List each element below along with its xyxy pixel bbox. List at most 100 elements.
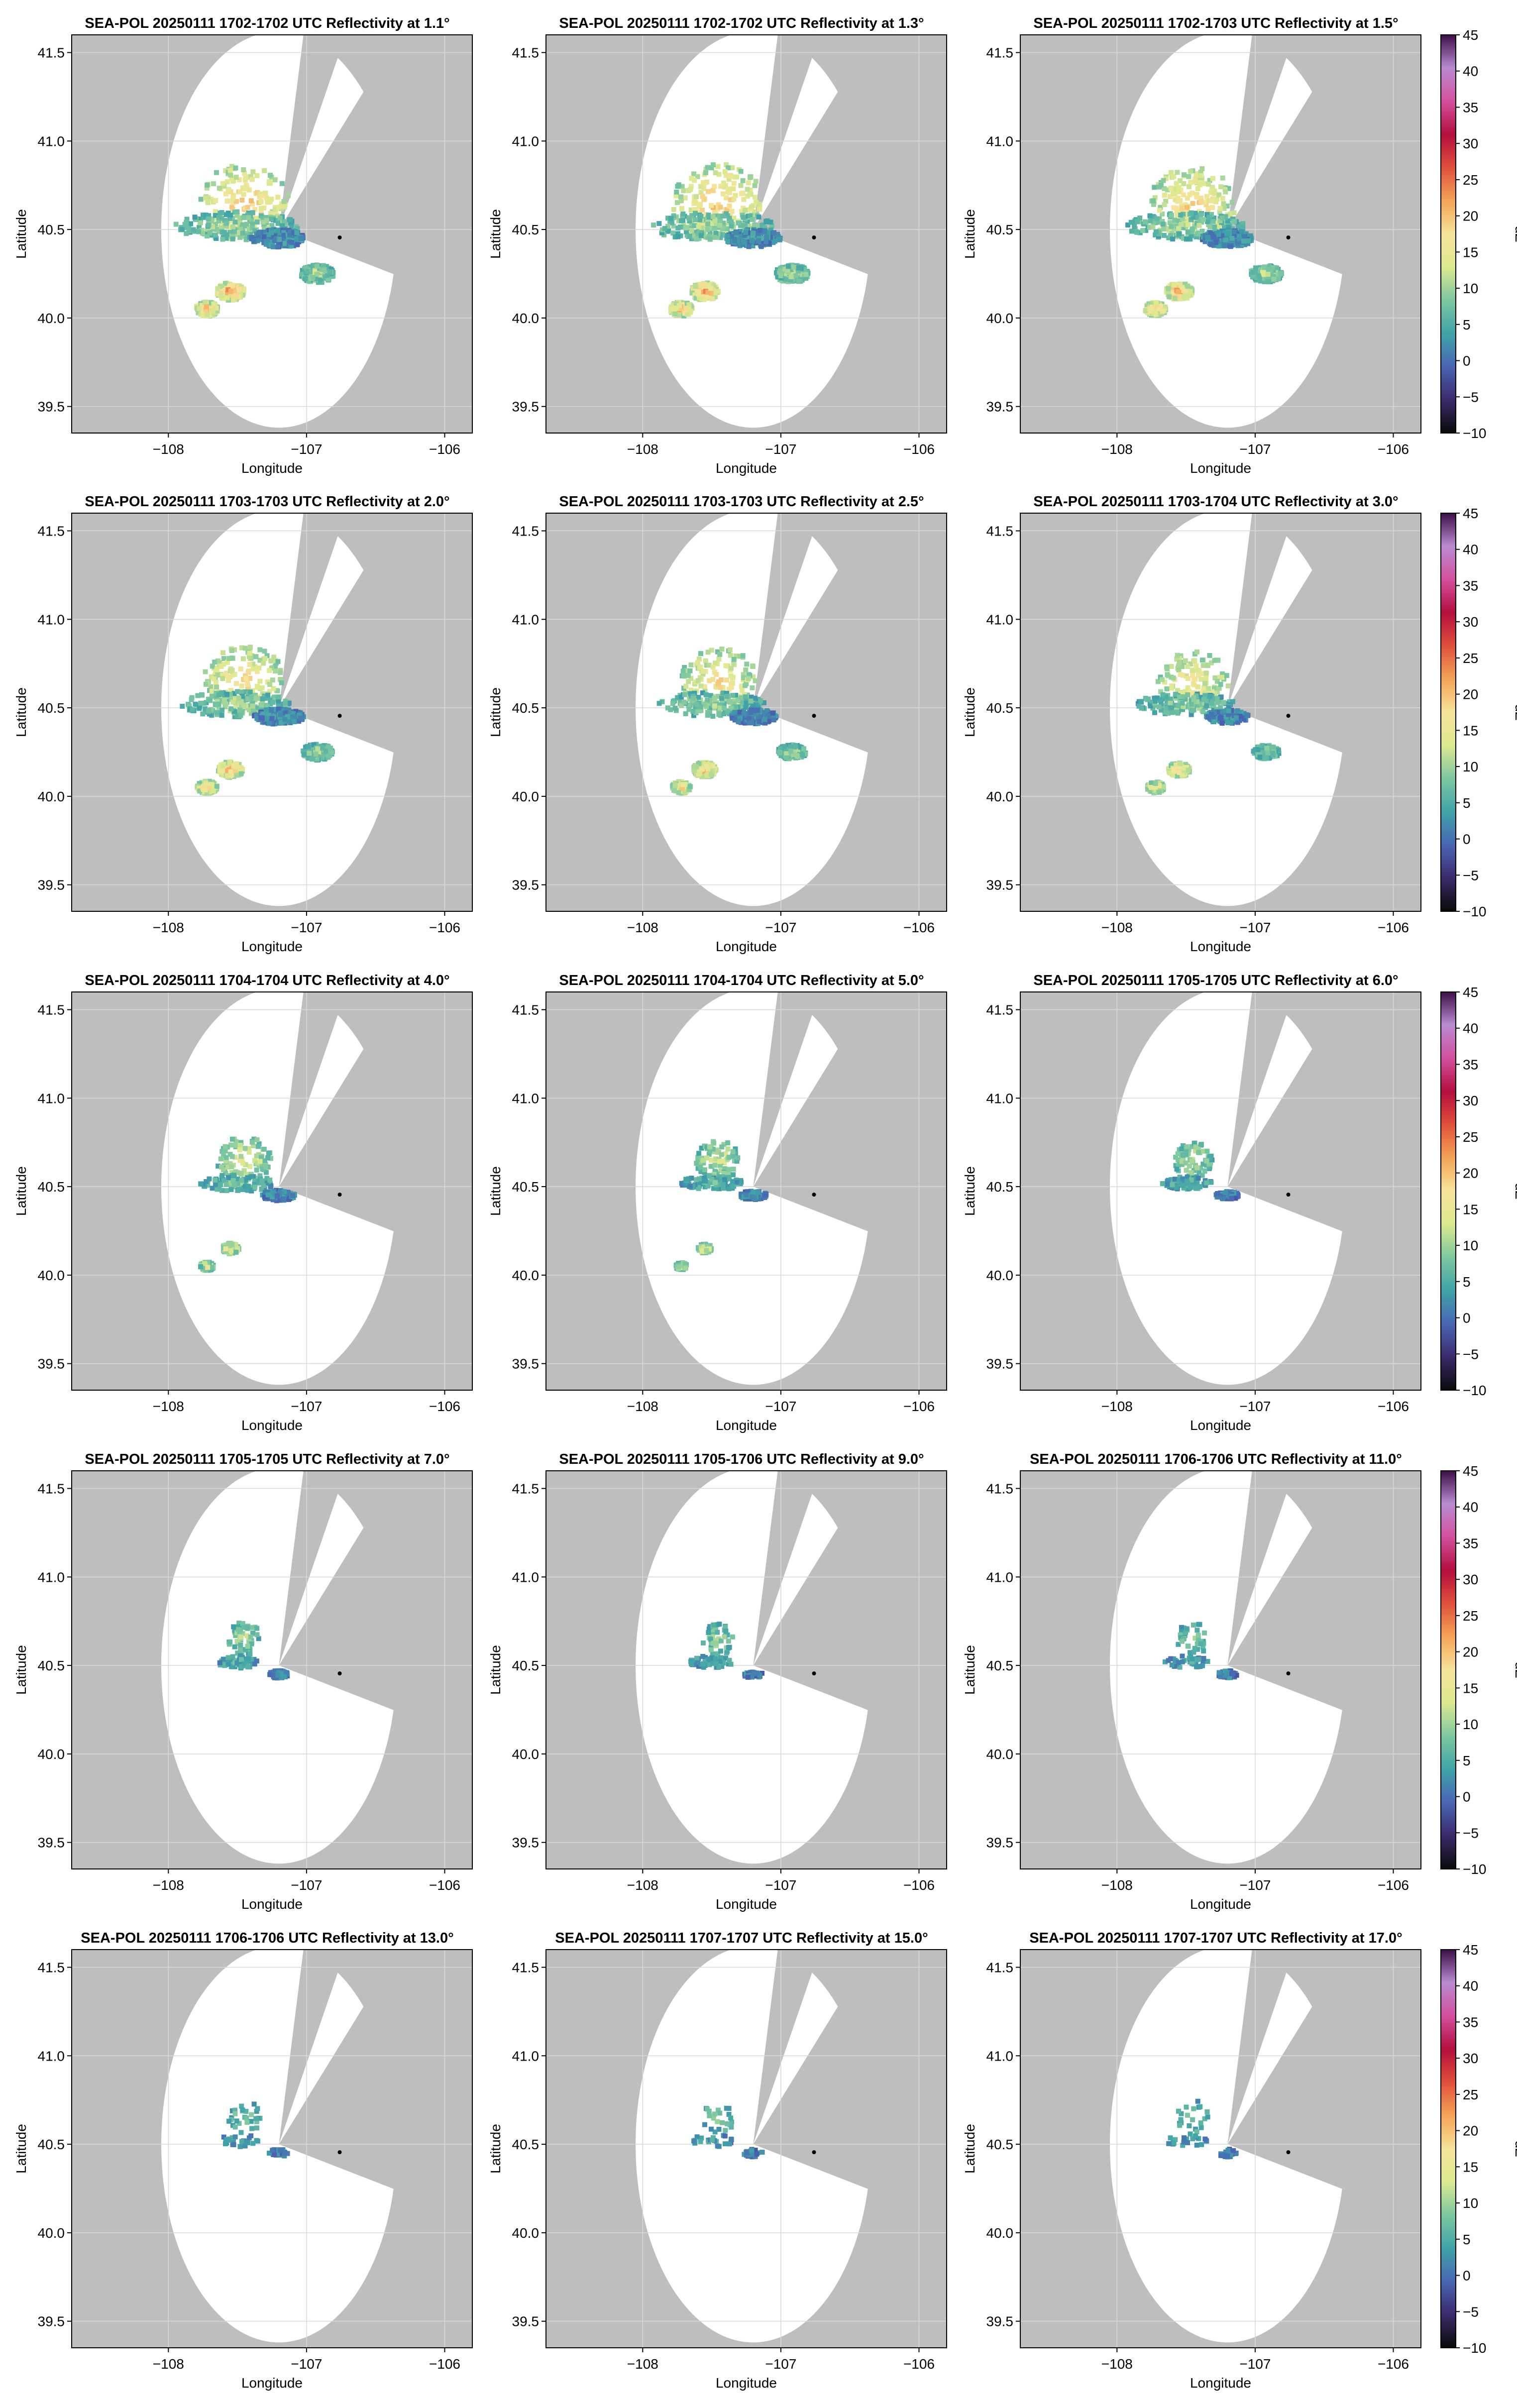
echo-pixel: [1240, 224, 1246, 230]
echo-pixel: [250, 221, 255, 226]
echo-pixel: [690, 233, 695, 238]
echo-pixel: [246, 707, 252, 713]
echo-pixel: [1209, 198, 1214, 204]
echo-pixel: [247, 645, 253, 650]
echo-pixel: [286, 711, 291, 716]
echo-pixel: [747, 192, 753, 197]
echo-pixel: [687, 218, 692, 223]
echo-pixel: [746, 676, 751, 681]
panel-title: SEA-POL 20250111 1703-1703 UTC Reflectiv…: [85, 494, 449, 510]
echo-pixel: [239, 198, 245, 203]
echo-pixel: [275, 195, 281, 200]
echo-pixel: [726, 177, 732, 182]
echo-pixel: [281, 219, 287, 224]
echo-pixel: [701, 282, 707, 288]
echo-pixel: [214, 236, 219, 241]
echo-pixel: [292, 714, 298, 719]
y-tick-label: 39.5: [38, 399, 65, 415]
echo-pixel: [1172, 226, 1177, 231]
echo-pixel: [762, 714, 767, 720]
echo-pixel: [778, 265, 783, 271]
echo-pixel: [788, 277, 793, 283]
echo-pixel: [220, 650, 226, 656]
echo-pixel: [696, 224, 701, 229]
echo-pixel: [269, 230, 274, 235]
echo-pixel: [703, 762, 708, 767]
echo-pixel: [173, 221, 179, 227]
echo-pixel: [736, 719, 741, 724]
echo-pixel: [254, 716, 260, 721]
echo-pixel: [265, 692, 271, 698]
echo-pixel: [203, 781, 209, 786]
echo-pixel: [699, 226, 704, 232]
echo-pixel: [220, 764, 225, 769]
echo-pixel: [1219, 215, 1225, 220]
echo-pixel: [306, 278, 311, 283]
echo-pixel: [193, 701, 198, 707]
echo-pixel: [227, 230, 232, 235]
echo-pixel: [1151, 202, 1156, 207]
echo-pixel: [271, 655, 277, 660]
echo-pixel: [672, 311, 678, 317]
colorbar-tick-label: 40: [1463, 64, 1478, 79]
echo-pixel: [757, 719, 762, 724]
echo-pixel: [710, 714, 716, 719]
echo-pixel: [227, 674, 233, 679]
echo-pixel: [240, 656, 246, 661]
echo-pixel: [724, 677, 729, 683]
echo-pixel: [725, 226, 730, 231]
radar-site-marker: [337, 235, 342, 240]
colorbar-tick-label: 35: [1463, 100, 1478, 115]
echo-pixel: [329, 274, 335, 279]
echo-pixel: [1161, 178, 1166, 183]
echo-pixel: [684, 668, 689, 673]
echo-pixel: [731, 186, 736, 192]
reflectivity-echoes: [180, 645, 335, 796]
echo-pixel: [686, 707, 692, 712]
echo-pixel: [748, 188, 753, 193]
echo-pixel: [1216, 224, 1221, 229]
echo-pixel: [247, 675, 253, 681]
x-axis-label: Longitude: [241, 460, 303, 476]
echo-pixel: [1194, 194, 1199, 200]
echo-pixel: [282, 204, 287, 210]
echo-pixel: [1137, 230, 1143, 235]
echo-pixel: [1227, 243, 1232, 248]
echo-pixel: [1187, 236, 1192, 242]
echo-pixel: [282, 717, 288, 722]
echo-pixel: [749, 204, 754, 210]
echo-pixel: [712, 290, 717, 296]
echo-pixel: [683, 711, 688, 716]
echo-pixel: [219, 766, 224, 772]
echo-pixel: [783, 277, 788, 282]
echo-pixel: [666, 228, 671, 233]
echo-pixel: [742, 208, 748, 213]
echo-pixel: [310, 275, 316, 280]
echo-pixel: [715, 694, 721, 699]
echo-pixel: [1175, 170, 1180, 175]
echo-pixel: [1269, 274, 1274, 279]
echo-pixel: [242, 171, 247, 176]
echo-pixel: [243, 174, 248, 180]
colorbar-tick-label: −5: [1463, 389, 1479, 405]
echo-pixel: [234, 761, 239, 766]
echo-pixel: [673, 214, 679, 219]
echo-pixel: [276, 706, 281, 712]
echo-pixel: [184, 217, 190, 222]
echo-pixel: [232, 289, 237, 294]
echo-pixel: [240, 230, 245, 236]
echo-pixel: [1178, 178, 1183, 184]
echo-pixel: [241, 703, 246, 709]
echo-pixel: [220, 676, 225, 681]
echo-pixel: [751, 703, 756, 709]
echo-pixel: [1190, 226, 1195, 231]
echo-pixel: [733, 193, 738, 198]
echo-pixel: [1151, 220, 1156, 225]
echo-pixel: [218, 690, 224, 696]
echo-pixel: [189, 695, 195, 700]
echo-pixel: [1203, 202, 1209, 208]
echo-pixel: [1241, 238, 1246, 244]
echo-pixel: [255, 684, 260, 690]
echo-pixel: [709, 203, 714, 208]
echo-pixel: [263, 191, 268, 196]
